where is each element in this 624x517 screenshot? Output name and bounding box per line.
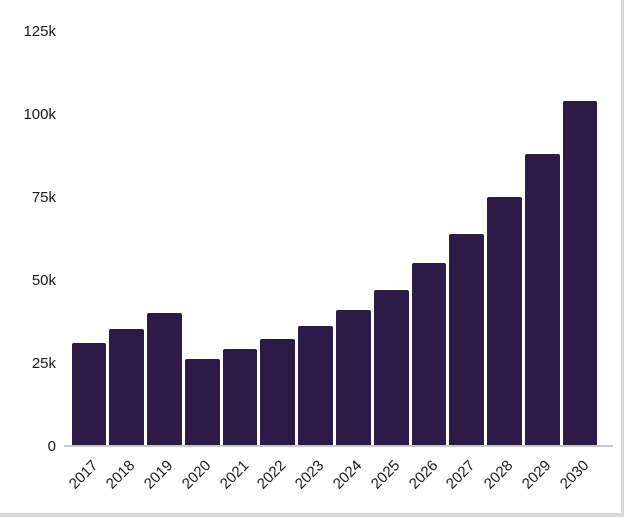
bar-slot [70,32,108,445]
bar-2021 [222,349,258,445]
x-label-slot: 2019 [141,449,184,513]
x-label-slot: 2024 [330,449,372,513]
bar-2029 [524,154,560,445]
bar-2022 [260,339,296,445]
x-label-slot: 2027 [443,449,486,513]
x-axis: 2017 2018 2019 2020 2021 2022 2023 2024 2025 2026… [64,449,613,513]
x-label-slot: 2030 [556,449,599,513]
bar-slot [297,32,335,445]
bar-2025 [373,289,409,445]
x-tick-label: 2017 [65,457,101,493]
bar-2018 [109,329,145,445]
bar-2020 [184,359,220,445]
x-label-slot: 2025 [368,449,410,513]
x-label-slot: 2022 [254,449,297,513]
bar-2024 [335,309,371,445]
y-tick-label: 25k [31,355,56,372]
bar-slot [259,32,297,445]
y-tick-label: 125k [23,23,56,40]
bar-2019 [147,312,182,445]
x-tick-label: 2018 [103,457,139,493]
plot-area [64,32,613,447]
x-tick-label: 2025 [367,457,404,493]
bar-slot [221,32,259,445]
bar-slot [183,32,221,445]
x-label-slot: 2020 [179,449,221,513]
bar-2026 [411,263,447,445]
bar-slot [410,32,448,445]
x-tick-label: 2019 [140,457,177,493]
x-label-slot: 2029 [519,449,561,513]
x-label-slot: 2026 [405,449,448,513]
x-tick-label: 2028 [480,457,517,493]
y-tick-label: 50k [31,272,56,289]
bar-slot [523,32,561,445]
y-tick-label: 0 [47,438,56,455]
bar-2027 [449,233,485,445]
bar-slot [108,32,146,445]
y-tick-label: 75k [31,189,56,206]
bar-2030 [562,101,598,445]
bar-slot [561,32,599,445]
bar-slot [146,32,184,445]
bar-2028 [487,197,522,445]
bar-slot [486,32,524,445]
x-tick-label: 2024 [329,457,366,493]
x-tick-label: 2030 [556,457,593,493]
bar-2023 [298,326,333,445]
x-tick-label: 2021 [216,457,253,493]
x-label-slot: 2023 [292,449,335,513]
x-tick-label: 2026 [405,457,441,493]
bar-slot [334,32,372,445]
x-tick-label: 2029 [518,457,555,493]
x-label-slot: 2017 [65,449,108,513]
x-label-slot: 2021 [216,449,259,513]
x-tick-label: 2020 [178,457,215,493]
bar-slot [372,32,410,445]
y-tick-label: 100k [23,106,56,123]
x-label-slot: 2028 [481,449,524,513]
x-tick-label: 2023 [291,457,328,493]
x-label-slot: 2018 [103,449,146,513]
x-tick-label: 2022 [254,457,290,493]
bar-slot [448,32,486,445]
x-tick-label: 2027 [443,457,479,493]
bar-2017 [71,342,107,445]
